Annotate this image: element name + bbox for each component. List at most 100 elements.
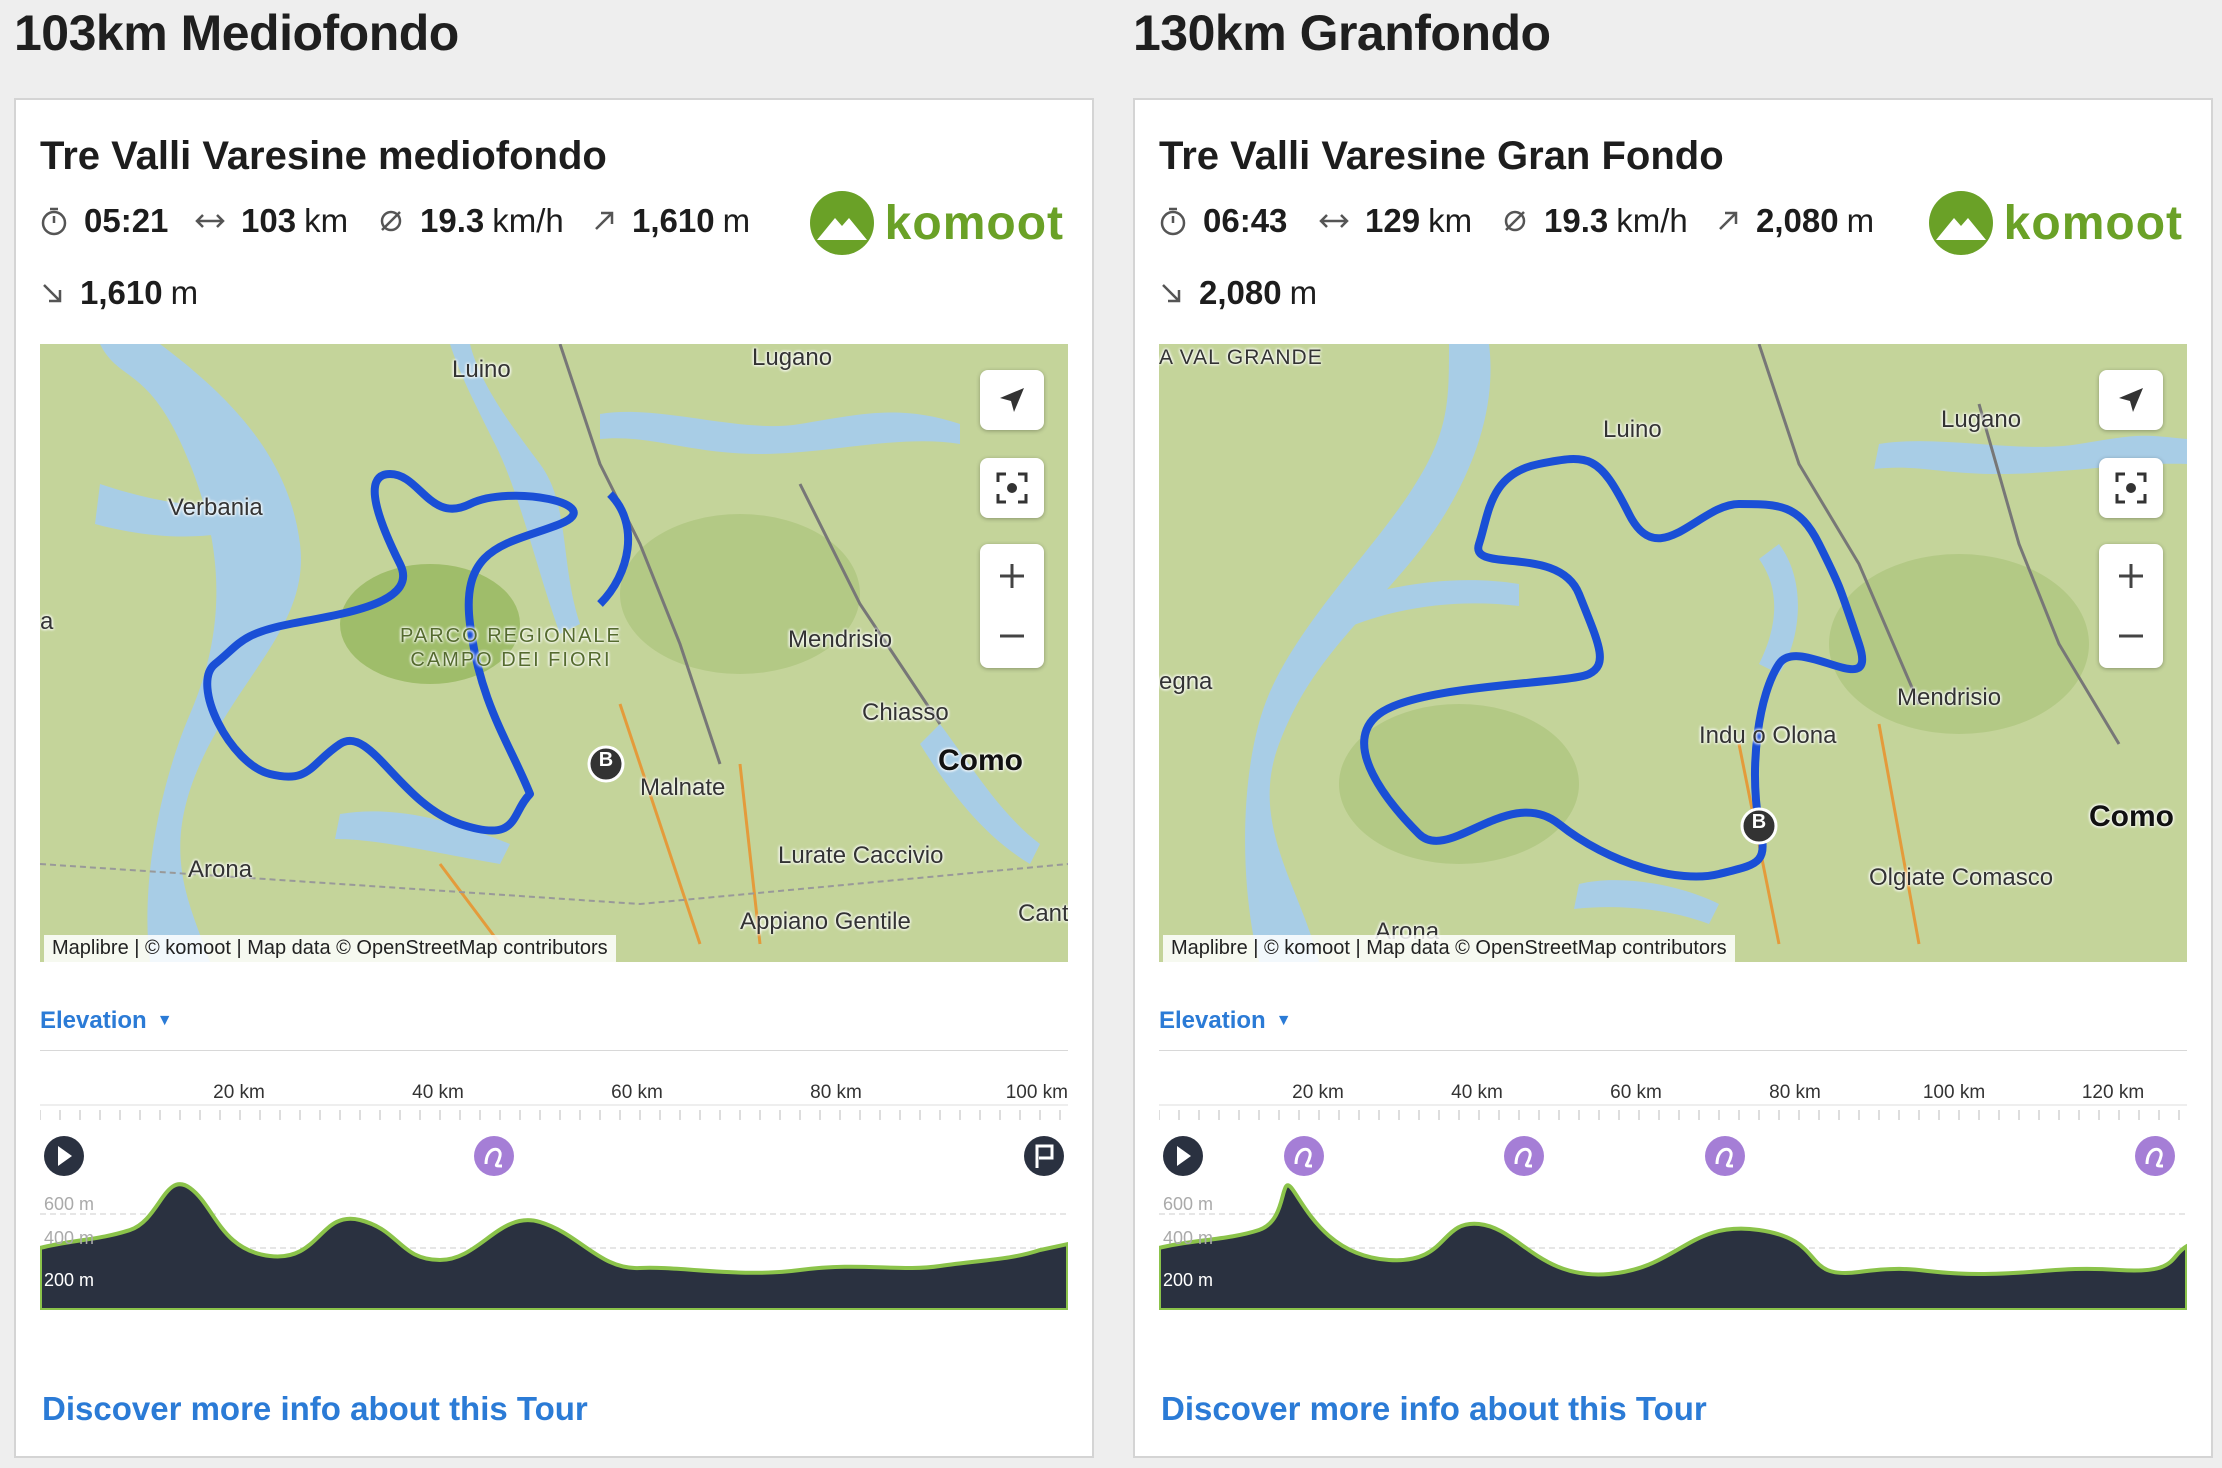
speed-value: 19.3	[420, 202, 485, 239]
play-button[interactable]	[44, 1136, 84, 1176]
highlight-marker[interactable]	[1504, 1136, 1544, 1176]
komoot-logo[interactable]: komoot	[1928, 190, 2183, 256]
map-label: Lugano	[752, 344, 833, 371]
duration-stat: 05:21	[40, 202, 176, 240]
map-attribution[interactable]: Maplibre | © komoot | Map data © OpenStr…	[1163, 935, 1735, 962]
map-label: Appiano Gentile	[740, 908, 911, 935]
y-tick-label: 200 m	[1163, 1270, 1213, 1290]
highlight-icon	[1514, 1147, 1533, 1168]
x-tick-label: 80 km	[1769, 1082, 1821, 1103]
zoom-control	[2099, 544, 2163, 668]
fullscreen-icon	[996, 472, 1028, 504]
fullscreen-button[interactable]	[980, 458, 1044, 518]
descent-value: 2,080	[1199, 274, 1282, 311]
ascent-icon	[595, 211, 614, 230]
zoom-control	[980, 544, 1044, 668]
park-label-line: PARCO REGIONALE	[400, 625, 622, 647]
ascent-unit: m	[722, 202, 751, 239]
ascent-unit: m	[1846, 202, 1875, 239]
map-label: A VAL GRANDE	[1159, 346, 1323, 369]
descent-unit: m	[1289, 274, 1318, 311]
y-tick-label: 400 m	[44, 1228, 94, 1248]
descent-stat: 2,080 m	[1159, 274, 1317, 312]
locate-icon	[1000, 388, 1024, 412]
highlight-marker[interactable]	[1284, 1136, 1324, 1176]
highlight-icon	[1715, 1147, 1734, 1168]
speed-unit: km/h	[492, 202, 564, 239]
play-button[interactable]	[1163, 1136, 1203, 1176]
tour-title[interactable]: Tre Valli Varesine mediofondo	[40, 134, 607, 178]
y-tick-label: 600 m	[44, 1194, 94, 1214]
zoom-out-icon[interactable]	[2114, 606, 2148, 666]
distance-icon	[195, 214, 225, 228]
speed-icon	[380, 210, 402, 232]
y-tick-label: 600 m	[1163, 1194, 1213, 1214]
x-tick-label: 80 km	[810, 1082, 862, 1103]
map-label: Lurate Caccivio	[778, 842, 944, 869]
distance-icon	[1319, 214, 1349, 228]
map-label: Mendrisio	[788, 626, 893, 653]
duration-stat: 06:43	[1159, 202, 1295, 240]
map-label: egna	[1159, 668, 1213, 695]
elevation-dropdown[interactable]: Elevation ▼	[1159, 1007, 1292, 1035]
section-title: 103km Mediofondo	[14, 5, 459, 61]
map-label: Indu o Olona	[1699, 722, 1837, 749]
discover-more-link[interactable]: Discover more info about this Tour	[42, 1390, 588, 1427]
brand-name: komoot	[2003, 196, 2183, 250]
elevation-profile[interactable]: 20 km 40 km 60 km 80 km 100 km 120 km 60…	[1159, 1060, 2187, 1310]
distance-unit: km	[304, 202, 349, 239]
start-marker[interactable]	[1739, 806, 1779, 846]
ascent-icon	[1719, 211, 1738, 230]
fullscreen-button[interactable]	[2099, 458, 2163, 518]
komoot-logo[interactable]: komoot	[809, 190, 1064, 256]
x-tick-label: 60 km	[1610, 1082, 1662, 1103]
descent-stat: 1,610 m	[40, 274, 198, 312]
speed-unit: km/h	[1616, 202, 1688, 239]
route-map[interactable]: Luino Lugano Verbania Mendrisio Chiasso …	[40, 344, 1068, 962]
elevation-label: Elevation	[40, 1007, 147, 1034]
elevation-dropdown[interactable]: Elevation ▼	[40, 1007, 173, 1035]
distance-value: 103	[241, 202, 297, 239]
locate-button[interactable]	[2099, 370, 2163, 430]
x-tick-label: 100 km	[1006, 1082, 1068, 1103]
x-tick-label: 40 km	[1451, 1082, 1503, 1103]
locate-button[interactable]	[980, 370, 1044, 430]
highlight-marker[interactable]	[474, 1136, 514, 1176]
play-icon	[58, 1146, 72, 1166]
highlight-marker[interactable]	[1705, 1136, 1745, 1176]
finish-button[interactable]	[1024, 1136, 1064, 1176]
x-tick-label: 40 km	[412, 1082, 464, 1103]
map-attribution[interactable]: Maplibre | © komoot | Map data © OpenStr…	[44, 935, 616, 962]
map-label: Mendrisio	[1897, 684, 2002, 711]
stopwatch-icon	[1160, 207, 1186, 236]
descent-icon	[43, 284, 62, 303]
elevation-profile[interactable]: 20 km 40 km 60 km 80 km 100 km 600 m 400…	[40, 1060, 1068, 1310]
tour-title[interactable]: Tre Valli Varesine Gran Fondo	[1159, 134, 1724, 178]
brand-name: komoot	[884, 196, 1064, 250]
y-tick-label: 200 m	[44, 1270, 94, 1290]
highlight-icon	[484, 1147, 503, 1168]
zoom-in-icon[interactable]	[2114, 546, 2148, 606]
distance-unit: km	[1428, 202, 1473, 239]
highlight-marker[interactable]	[2135, 1136, 2175, 1176]
map-label: Malnate	[640, 774, 726, 801]
divider	[40, 1050, 1068, 1051]
zoom-in-icon[interactable]	[995, 546, 1029, 606]
caret-down-icon: ▼	[156, 1012, 173, 1029]
map-canvas	[1159, 344, 2187, 962]
discover-more-link[interactable]: Discover more info about this Tour	[1161, 1390, 1707, 1427]
speed-value: 19.3	[1544, 202, 1609, 239]
x-tick-label: 20 km	[213, 1082, 265, 1103]
map-label: Cant	[1018, 900, 1068, 927]
speed-stat: 19.3 km/h	[378, 202, 564, 240]
distance-value: 129	[1365, 202, 1421, 239]
start-marker[interactable]	[586, 744, 626, 784]
highlight-icon	[2145, 1147, 2164, 1168]
route-map[interactable]: A VAL GRANDE Luino Lugano Mendrisio Indu…	[1159, 344, 2187, 962]
ascent-stat: 2,080 m	[1716, 202, 1874, 240]
map-label: Como	[2089, 800, 2174, 833]
x-axis-ticks: 20 km 40 km 60 km 80 km 100 km 120 km	[1159, 1082, 2187, 1120]
zoom-out-icon[interactable]	[995, 606, 1029, 666]
map-label: Como	[938, 744, 1023, 777]
x-tick-label: 20 km	[1292, 1082, 1344, 1103]
